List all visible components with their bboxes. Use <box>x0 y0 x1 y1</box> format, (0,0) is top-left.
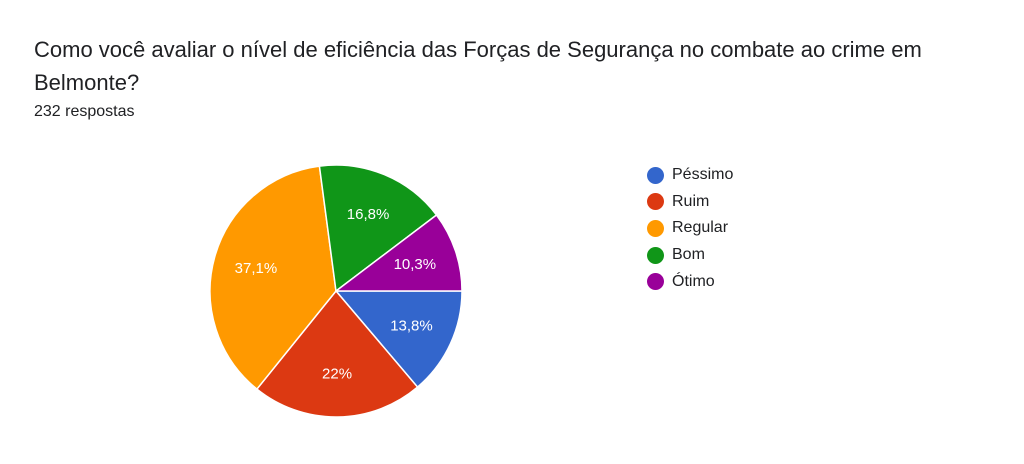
legend-item-pessimo[interactable]: Péssimo <box>647 162 733 189</box>
legend-swatch-pessimo <box>647 166 664 184</box>
chart-title: Como você avaliar o nível de eficiência … <box>34 37 922 95</box>
slice-label-regular: 37,1% <box>235 260 278 277</box>
legend-swatch-ruim <box>647 193 664 211</box>
legend-item-regular[interactable]: Regular <box>647 215 733 242</box>
legend-label-regular: Regular <box>672 219 729 237</box>
legend-label-bom: Bom <box>672 246 705 264</box>
slice-label-bom: 16,8% <box>347 206 390 223</box>
slice-label-otimo: 10,3% <box>394 256 437 273</box>
legend-item-bom[interactable]: Bom <box>647 242 733 269</box>
legend-label-pessimo: Péssimo <box>672 166 734 184</box>
pie-slice-bom[interactable] <box>318 164 438 292</box>
legend-item-otimo[interactable]: Ótimo <box>647 268 733 295</box>
slice-label-ruim: 22% <box>322 366 352 383</box>
legend-swatch-regular <box>647 219 664 237</box>
legend-label-otimo: Ótimo <box>672 272 715 290</box>
legend-swatch-bom <box>647 246 664 264</box>
slice-label-pessimo: 13,8% <box>390 317 433 334</box>
legend-swatch-otimo <box>647 273 664 291</box>
legend-label-ruim: Ruim <box>672 192 710 210</box>
pie-slice-otimo[interactable] <box>335 214 463 292</box>
response-count: 232 respostas <box>34 103 135 120</box>
legend-item-ruim[interactable]: Ruim <box>647 189 733 216</box>
pie-slice-ruim[interactable] <box>256 290 419 418</box>
chart-legend: Péssimo Ruim Regular Bom Ótimo <box>647 162 733 295</box>
pie-slice-regular[interactable] <box>209 165 337 390</box>
pie-slice-pessimo[interactable] <box>335 290 463 388</box>
